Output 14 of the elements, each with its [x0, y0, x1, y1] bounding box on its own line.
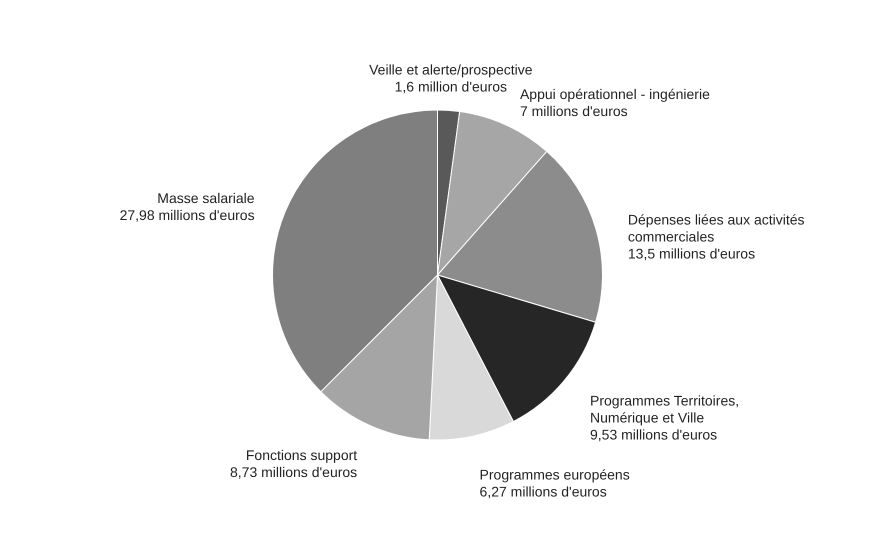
- data-label: 1,6 million d'euros: [394, 78, 508, 94]
- data-label: 27,98 millions d'euros: [120, 207, 255, 224]
- data-label: 9,53 millions d'euros: [590, 426, 718, 442]
- slice-label: Appui opérationnel - ingénierie: [520, 86, 710, 102]
- slice-label: Programmes Territoires, Numérique et Ville: [590, 392, 740, 426]
- data-label: 8,73 millions d'euros: [230, 464, 358, 480]
- slice-label: Dépenses liées aux activités commerciales: [628, 212, 805, 245]
- slice-label: Fonctions support: [246, 446, 358, 463]
- data-label: 6,27 millions d'euros: [480, 483, 607, 500]
- data-label: 13,5 millions d'euros: [628, 246, 756, 262]
- slice-label: Masse salariale: [157, 190, 255, 206]
- data-label: 7 millions d'euros: [520, 102, 628, 119]
- slice-label: Veille et alerte/prospective: [369, 61, 533, 78]
- slice-label: Programmes européens: [480, 466, 630, 482]
